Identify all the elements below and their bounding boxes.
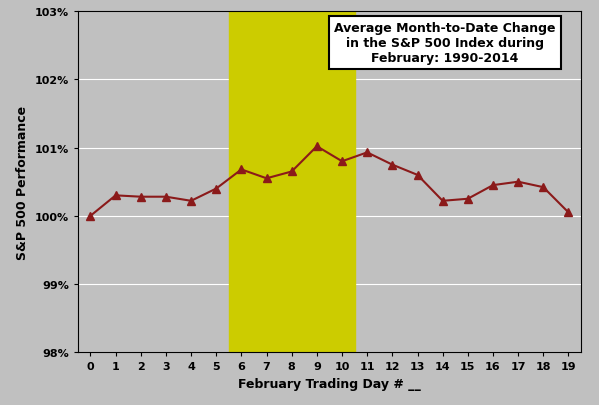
Text: Average Month-to-Date Change
in the S&P 500 Index during
February: 1990-2014: Average Month-to-Date Change in the S&P … [334, 22, 556, 65]
Bar [229, 12, 355, 352]
X-axis label: February Trading Day # __: February Trading Day # __ [238, 377, 421, 390]
Y-axis label: S&P 500 Performance: S&P 500 Performance [16, 105, 29, 259]
